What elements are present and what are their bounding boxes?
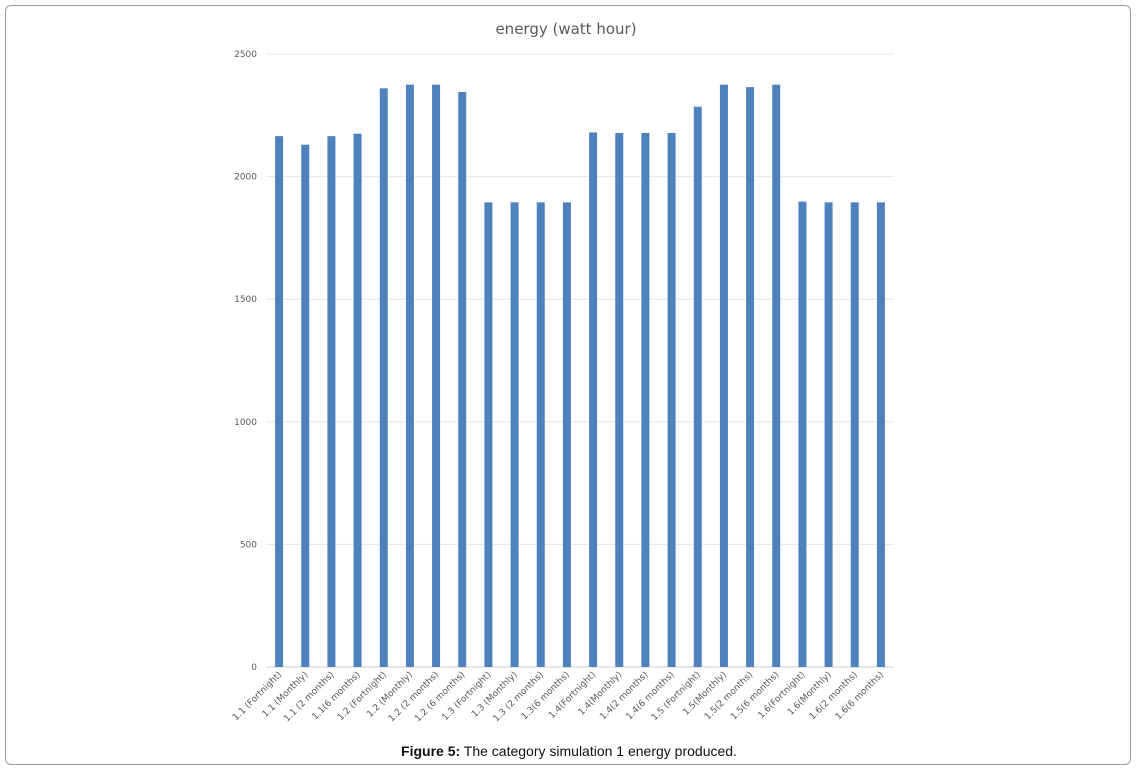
x-tick-label: 1.6(6 months) <box>834 670 886 722</box>
x-tick-label: 1.3 (Monthly) <box>470 670 520 720</box>
chart-title: energy (watt hour) <box>495 20 636 38</box>
bar <box>772 84 781 667</box>
y-tick-label: 1500 <box>234 295 257 305</box>
bar <box>693 106 702 667</box>
y-tick-label: 500 <box>240 540 257 550</box>
figure-caption: Figure 5: The category simulation 1 ener… <box>0 743 1138 759</box>
y-tick-label: 2000 <box>234 173 257 183</box>
bar <box>379 88 388 667</box>
bar <box>484 202 493 667</box>
bar <box>275 136 284 668</box>
bar <box>719 84 728 667</box>
bar <box>327 136 336 668</box>
y-axis-ticks: 0 500 1000 1500 2000 2500 <box>234 50 257 673</box>
gridlines <box>266 53 894 668</box>
bar <box>746 87 755 668</box>
bar <box>536 202 545 667</box>
bar <box>641 132 650 667</box>
x-tick-label: 1.2 (Monthly) <box>365 670 415 720</box>
bar <box>458 92 467 668</box>
bar <box>353 133 362 667</box>
bar <box>850 202 859 667</box>
bar <box>432 84 441 667</box>
bar <box>798 201 807 667</box>
bar <box>562 202 571 667</box>
bar <box>876 202 885 667</box>
bars <box>275 84 885 668</box>
caption-label: Figure 5: <box>401 743 461 759</box>
x-tick-label: 1.1 (Monthly) <box>261 670 311 720</box>
y-tick-label: 1000 <box>234 418 257 428</box>
bar <box>405 84 414 667</box>
bar <box>824 202 833 667</box>
bar <box>615 132 624 667</box>
y-tick-label: 2500 <box>234 50 257 60</box>
y-tick-label: 0 <box>251 663 257 673</box>
bar <box>589 132 598 668</box>
bar-chart: energy (watt hour) 05001000150020002500 … <box>231 20 894 724</box>
bar <box>667 132 676 667</box>
x-axis-ticks: 1.1 (Fortnight)1.1 (Monthly)1.1 (2 month… <box>231 670 886 724</box>
bar <box>301 144 310 667</box>
caption-text: The category simulation 1 energy produce… <box>460 743 737 759</box>
bar <box>510 202 519 667</box>
